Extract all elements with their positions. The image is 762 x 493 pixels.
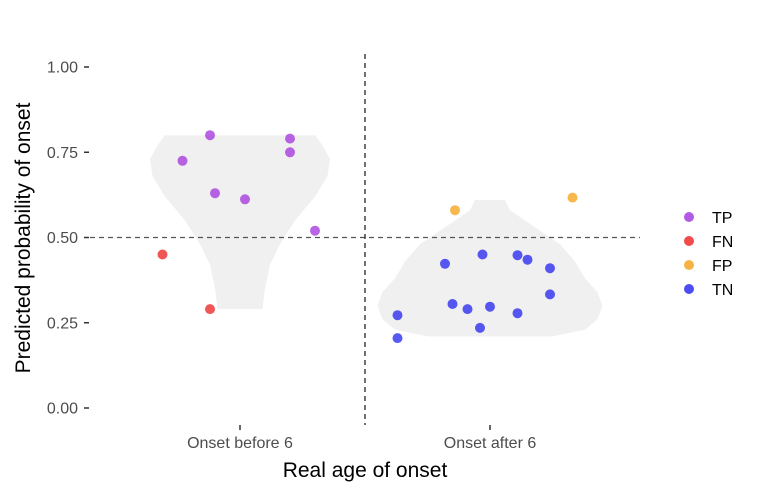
point-tn-4 (447, 299, 458, 309)
point-tn-2 (392, 310, 403, 321)
point-tp-2 (205, 130, 215, 141)
point-fp-2 (567, 192, 578, 203)
y-axis: 0.00 0.25 0.50 0.75 1.00 (47, 60, 89, 418)
y-tick-label-5: 1.00 (47, 60, 78, 77)
point-fn-1 (157, 249, 168, 260)
x-axis: Onset before 6 Onset after 6 (187, 425, 536, 452)
point-tn-3 (440, 258, 450, 269)
y-tick-label-4: 0.75 (47, 145, 78, 162)
point-tn-10 (512, 250, 523, 261)
points-layer (157, 130, 578, 344)
point-tn-8 (485, 301, 495, 312)
point-fp-1 (450, 205, 460, 216)
y-tick-label-3: 0.50 (47, 230, 78, 247)
point-tn-13 (545, 289, 555, 300)
legend-key-tp (684, 212, 694, 222)
legend-label-tn: TN (712, 282, 733, 299)
violin-layer (150, 135, 603, 337)
y-tick-label-1: 0.00 (47, 401, 78, 418)
legend-key-tn (684, 284, 694, 294)
legend: TP FN FP TN (684, 210, 733, 299)
point-tp-1 (177, 155, 188, 166)
point-tp-4 (240, 194, 250, 205)
x-tick-label-2: Onset after 6 (444, 435, 537, 452)
point-fn-2 (205, 304, 215, 315)
legend-key-fn (684, 236, 694, 246)
point-tn-6 (475, 322, 485, 333)
point-tp-7 (310, 225, 320, 236)
point-tp-6 (285, 147, 295, 158)
point-tn-9 (512, 308, 523, 319)
y-axis-title: Predicted probability of onset (12, 102, 35, 373)
legend-label-tp: TP (712, 210, 732, 227)
point-tp-5 (285, 133, 295, 144)
y-tick-label-2: 0.25 (47, 315, 78, 332)
point-tn-12 (545, 263, 555, 274)
violin-2 (377, 200, 603, 337)
x-axis-title: Real age of onset (283, 459, 448, 482)
point-tp-3 (210, 188, 220, 199)
legend-label-fn: FN (712, 234, 733, 251)
violin-1 (150, 135, 330, 310)
legend-label-fp: FP (712, 258, 732, 275)
legend-key-fp (684, 260, 694, 270)
point-tn-7 (477, 249, 488, 260)
point-tn-5 (462, 304, 473, 315)
point-tn-11 (522, 254, 533, 265)
x-tick-label-1: Onset before 6 (187, 435, 293, 452)
point-tn-1 (392, 333, 403, 344)
